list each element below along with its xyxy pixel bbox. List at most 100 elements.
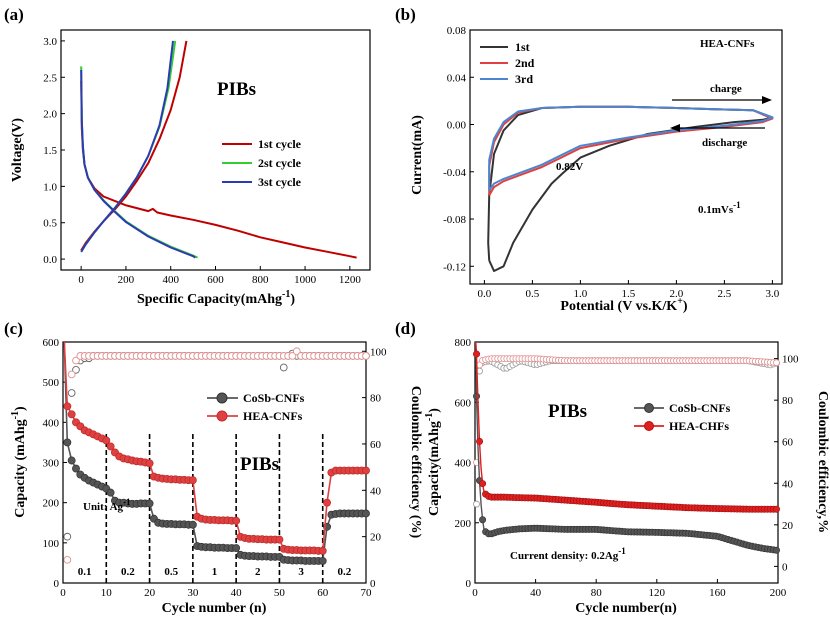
panel-c-y2-axis-title: Coulombic efficiency (%) (408, 386, 423, 539)
c-y-tick-label-1: 100 (43, 538, 60, 550)
ce-cosb-point-1 (473, 500, 480, 508)
c-x-tick-label-1: 10 (101, 587, 113, 599)
a-x-tick-label-4: 800 (252, 274, 269, 286)
panel-d-pibs-annotation: PIBs (548, 401, 587, 422)
cosb-capacity-point-3 (72, 464, 80, 473)
panel-a-x-ticks: 0 200 400 600 800 1000 1200 (78, 266, 361, 286)
hea-capacity-point-199 (772, 505, 780, 513)
legend-2nd: 2nd (515, 56, 535, 70)
cosb-capacity-point-1 (63, 438, 72, 447)
cosb-capacity-point-60 (318, 556, 327, 565)
panel-c-y-ticks: 0 100 200 300 400 500 600 (43, 337, 67, 590)
d-y-tick-label-1: 200 (455, 518, 472, 530)
capacity-line-hea (475, 341, 778, 510)
cosb-capacity-point-2 (67, 456, 76, 465)
ce-hea-point-53 (288, 352, 297, 360)
hea-capacity-point-60 (318, 546, 327, 555)
c-y-tick-label-3: 300 (43, 458, 60, 470)
rate-label-1: 0.2 (121, 566, 135, 578)
legend-hea-cnfs: HEA-CNFs (243, 409, 303, 423)
charge-arrowhead (762, 96, 772, 104)
c-y2-tick-label-0: 0 (370, 578, 376, 590)
c-x-tick-label-5: 50 (274, 587, 286, 599)
panel-c: (c) 0 10 20 30 40 50 60 70 0100200300400500600 … (4, 319, 423, 616)
capacity-line-cosb (475, 341, 779, 552)
ce-hea-point-199 (773, 359, 780, 367)
d-y2-tick-label-2: 40 (782, 478, 794, 490)
legend-marker-hea-chfs (644, 421, 654, 431)
panel-a-label: (a) (4, 5, 24, 24)
ce-cosb-point-51 (279, 363, 288, 372)
panel-b-x-axis-title: Potential (V vs.K/K+) (560, 296, 688, 314)
series-1-curve-1 (80, 80, 357, 259)
legend-1st: 1st (515, 40, 530, 54)
legend-marker-cosb-cnfs-d (644, 403, 654, 413)
panel-d-x-ticks: 0 40 80 120 160 200 (472, 579, 787, 599)
panel-d-y-ticks: 0 200 400 600 800 (455, 337, 479, 590)
c-y2-tick-label-5: 100 (370, 346, 387, 358)
cv-curve-2nd (488, 105, 774, 196)
panel-c-x-axis-title: Cycle number (n) (162, 601, 267, 616)
ce-cosb-point-1 (63, 532, 72, 541)
d-x-tick-label-1: 40 (530, 587, 542, 599)
c-x-tick-label-0: 0 (60, 587, 66, 599)
panel-b-y-axis-title: Current(mA) (410, 115, 425, 195)
hea-capacity-point-20 (145, 459, 154, 468)
ce-cosb-point-2 (67, 389, 76, 397)
panel-b-sample-annotation: HEA-CNFs (700, 38, 755, 50)
hea-capacity-point-70 (362, 466, 370, 475)
cosb-capacity-point-5 (479, 516, 487, 524)
c-y2-tick-label-4: 80 (370, 393, 382, 405)
b-x-tick-label-6: 3.0 (766, 288, 780, 300)
d-y-tick-label-4: 800 (455, 337, 472, 349)
panel-c-legend: CoSb-CNFs HEA-CNFs (207, 391, 305, 423)
hea-capacity-point-30 (188, 476, 197, 485)
panel-b-frame (469, 29, 783, 285)
d-y2-tick-label-0: 0 (782, 561, 788, 573)
legend-hea-chfs: HEA-CHFs (669, 419, 729, 433)
capacity-line-cosb (63, 341, 366, 562)
panel-b-label: (b) (395, 5, 416, 24)
c-x-tick-label-7: 70 (361, 587, 373, 599)
panel-b-legend: 1st 2nd 3rd (480, 40, 535, 86)
c-y-tick-label-0: 0 (54, 578, 60, 590)
a-x-tick-label-5: 1000 (294, 274, 317, 286)
c-x-tick-label-6: 60 (317, 587, 329, 599)
d-x-tick-label-3: 120 (649, 587, 666, 599)
ce-hea-point-2 (67, 370, 76, 379)
c-x-tick-label-2: 20 (144, 587, 156, 599)
a-y-tick-label-2: 1.0 (43, 181, 57, 193)
scan-rate-label: 0.1mVs-1 (698, 200, 741, 216)
hea-capacity-point-1 (63, 402, 72, 411)
cv-curve-3rd (488, 105, 774, 192)
d-x-tick-label-0: 0 (472, 587, 478, 599)
panel-b-x-ticks: 0.0 0.5 1.0 1.5 2.0 2.5 3.0 (478, 280, 780, 300)
a-y-tick-label-1: 0.5 (43, 218, 57, 230)
panel-d-x-axis-title: Cycle number(n) (575, 601, 677, 616)
cosb-capacity-point-70 (362, 509, 370, 518)
rate-label-3: 1 (212, 566, 218, 578)
b-y-tick-label-1: 0.04 (447, 72, 467, 84)
panel-d: (d) 0 40 80 120 160 200 0 200 400 600 800 0 20 40 60… (395, 319, 830, 616)
b-y-tick-label-3: -0.04 (443, 167, 466, 179)
rate-label-6: 0.2 (337, 566, 351, 578)
panel-d-legend: CoSb-CNFs HEA-CHFs (634, 401, 731, 433)
d-y2-tick-label-1: 20 (782, 520, 794, 532)
cosb-capacity-point-20 (145, 499, 154, 508)
panel-d-frame (474, 341, 779, 584)
c-y2-tick-label-1: 20 (370, 532, 382, 544)
hea-capacity-point-3 (476, 437, 484, 445)
a-x-tick-label-1: 200 (118, 274, 135, 286)
panel-a-legend: 1st cycle 2st cycle 3st cycle (222, 137, 302, 189)
panel-d-series (473, 341, 780, 554)
b-x-tick-label-1: 0.5 (526, 288, 540, 300)
panel-a: (a) 0 200 400 600 800 1000 1200 0.0 0.5 1.0 1.5 2.… (4, 5, 371, 307)
series-2-curve-1 (80, 66, 199, 259)
c-x-tick-label-3: 30 (187, 587, 199, 599)
current-density-label: Current density: 0.2Ag-1 (510, 546, 626, 562)
b-y-tick-label-5: -0.12 (443, 261, 466, 273)
hea-capacity-point-11 (106, 442, 115, 451)
rate-label-4: 2 (255, 566, 261, 578)
c-y-tick-label-5: 500 (43, 377, 60, 389)
